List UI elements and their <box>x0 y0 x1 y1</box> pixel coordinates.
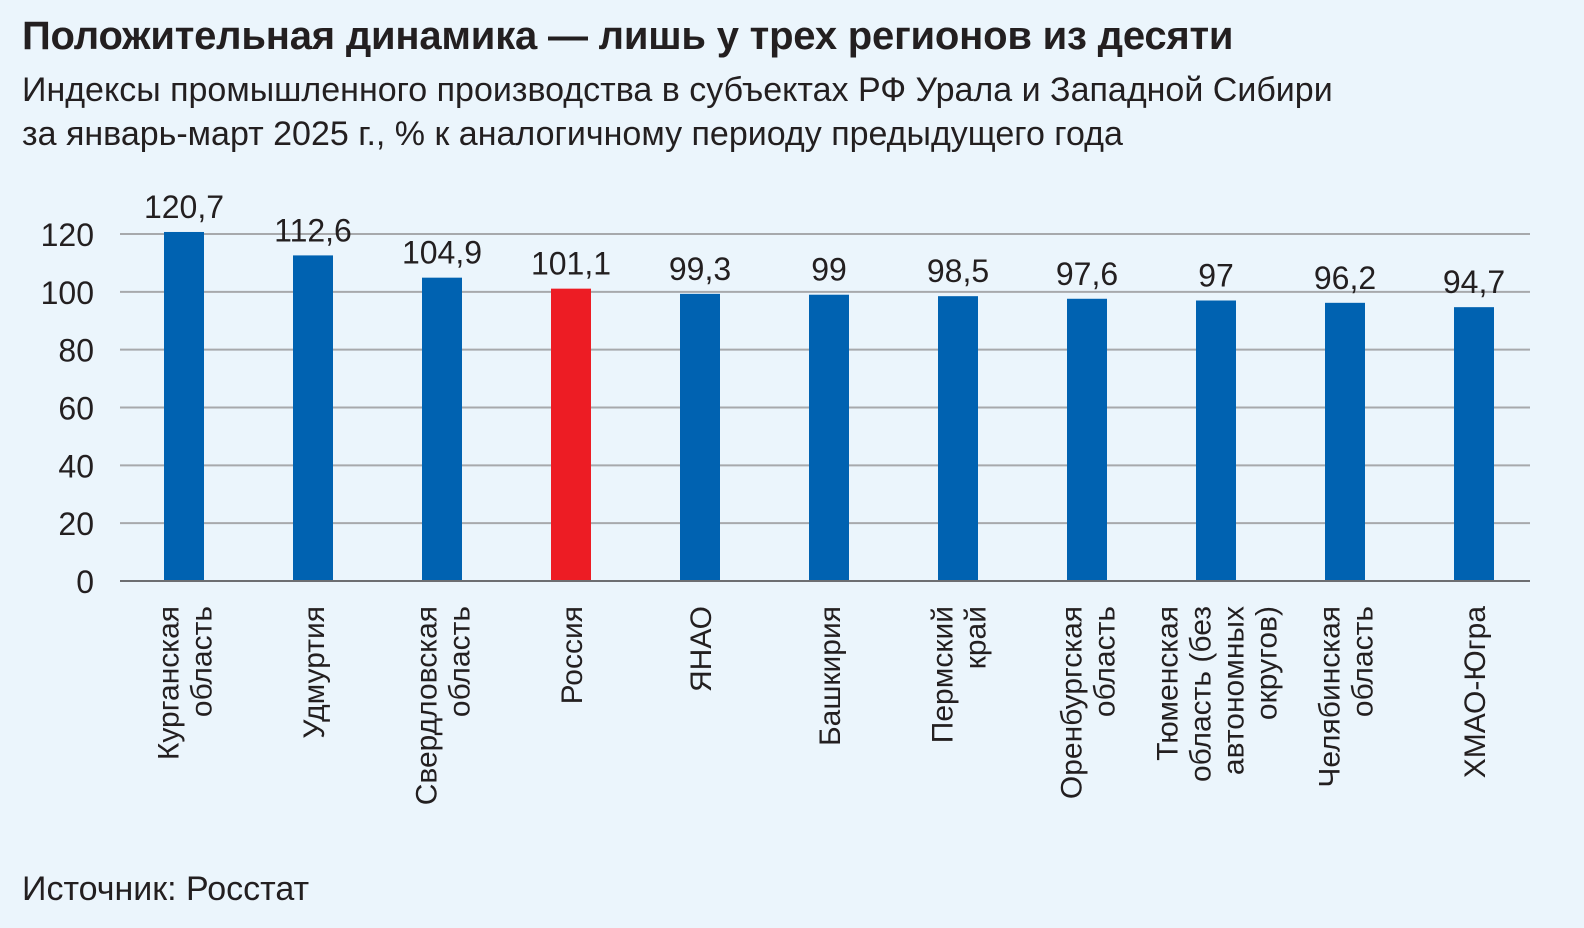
y-tick-label-80: 80 <box>58 333 94 369</box>
x-tick-label-2: Свердловская область <box>411 606 477 805</box>
data-label-1: 112,6 <box>274 212 352 248</box>
data-label-6: 98,5 <box>927 253 989 289</box>
bar-1 <box>293 255 333 582</box>
x-tick-label-9-line-0: Челябинская <box>1314 606 1347 788</box>
x-tick-label-5: Башкирия <box>814 606 847 746</box>
chart-subtitle: Индексы промышленного производства в суб… <box>22 68 1562 156</box>
x-tick-label-8: Тюменская область (без автономных округов) <box>1152 606 1284 782</box>
bar-9 <box>1325 302 1365 581</box>
x-tick-label-6-line-0: Пермский <box>927 606 960 743</box>
x-tick-label-6: Пермский край <box>927 606 993 743</box>
x-tick-label-9-line-1: область <box>1347 606 1380 717</box>
data-label-3: 101,1 <box>531 246 611 282</box>
bar-8 <box>1196 300 1236 581</box>
x-tick-label-0-line-1: область <box>186 606 219 717</box>
x-tick-label-7-line-1: область <box>1089 606 1122 717</box>
bar-5 <box>809 294 849 581</box>
subtitle-line-1: Индексы промышленного производства в суб… <box>22 71 1333 109</box>
data-label-7: 97,6 <box>1056 256 1118 292</box>
x-tick-label-5-line-0: Башкирия <box>814 606 847 746</box>
x-tick-label-8-line-3: округов) <box>1251 606 1284 720</box>
x-tick-label-1: Удмуртия <box>298 606 331 739</box>
data-label-10: 94,7 <box>1443 264 1505 300</box>
bar-0 <box>164 231 204 581</box>
x-tick-label-4: ЯНАО <box>685 606 718 692</box>
bar-6 <box>938 296 978 581</box>
x-tick-label-0: Курганская область <box>153 606 219 760</box>
x-tick-label-3-line-0: Россия <box>556 606 589 704</box>
data-label-5: 99 <box>811 252 847 288</box>
x-tick-label-10-line-0: ХМАО-Югра <box>1459 606 1492 779</box>
x-tick-label-9: Челябинская область <box>1314 606 1380 788</box>
y-tick-label-60: 60 <box>58 391 94 427</box>
x-tick-label-10: ХМАО-Югра <box>1459 606 1492 779</box>
x-tick-label-3: Россия <box>556 606 589 704</box>
y-tick-label-20: 20 <box>58 506 94 542</box>
x-tick-label-4-line-0: ЯНАО <box>685 606 718 692</box>
bar-2 <box>422 277 462 581</box>
data-label-2: 104,9 <box>402 235 482 271</box>
y-tick-label-0: 0 <box>76 564 94 600</box>
bar-4 <box>680 293 720 581</box>
bar-7 <box>1067 298 1107 581</box>
x-tick-label-8-line-0: Тюменская <box>1152 606 1185 761</box>
x-tick-label-6-line-1: край <box>960 606 993 669</box>
data-label-9: 96,2 <box>1314 260 1376 296</box>
y-tick-label-100: 100 <box>41 275 94 311</box>
data-label-8: 97 <box>1198 258 1234 294</box>
x-tick-label-7: Оренбургская область <box>1056 606 1122 799</box>
x-tick-label-8-line-2: автономных <box>1218 606 1251 775</box>
x-tick-label-8-line-1: область (без <box>1185 606 1218 782</box>
x-tick-label-7-line-0: Оренбургская <box>1056 606 1089 799</box>
x-tick-label-2-line-1: область <box>444 606 477 717</box>
data-label-0: 120,7 <box>144 189 224 225</box>
data-label-4: 99,3 <box>669 251 731 287</box>
y-tick-label-40: 40 <box>58 448 94 484</box>
source-note: Источник: Росстат <box>22 870 310 908</box>
chart-title: Положительная динамика — лишь у трех рег… <box>22 14 1234 58</box>
subtitle-line-2: за январь-март 2025 г., % к аналогичному… <box>22 115 1123 153</box>
x-tick-label-2-line-0: Свердловская <box>411 606 444 805</box>
x-tick-label-1-line-0: Удмуртия <box>298 606 331 739</box>
y-tick-label-120: 120 <box>41 217 94 253</box>
bar-10 <box>1454 307 1494 581</box>
bar-3 <box>551 288 591 581</box>
x-tick-label-0-line-0: Курганская <box>153 606 186 760</box>
